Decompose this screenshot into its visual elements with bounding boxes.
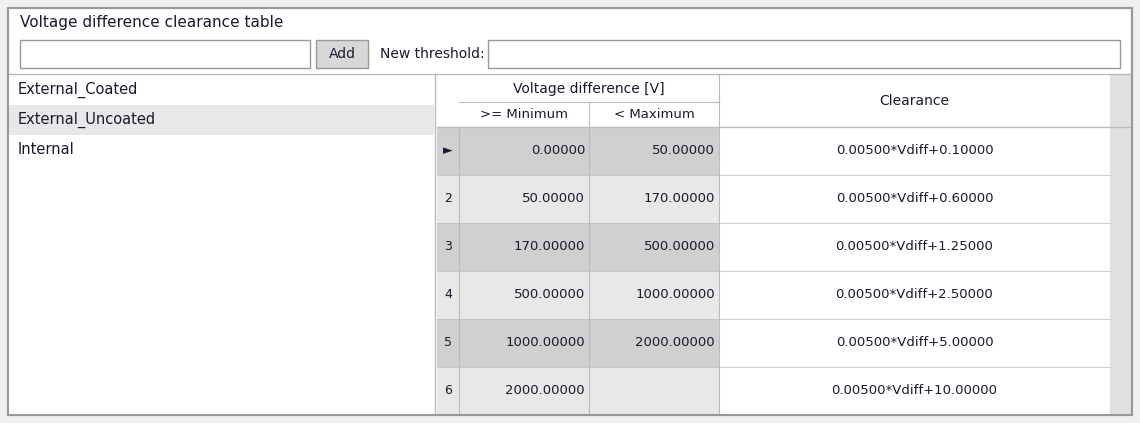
Bar <box>437 75 1132 127</box>
Text: New threshold:: New threshold: <box>380 47 484 61</box>
Text: 3: 3 <box>445 241 451 253</box>
Text: Voltage difference [V]: Voltage difference [V] <box>513 82 665 96</box>
Bar <box>719 367 1110 415</box>
Text: 0.00500*Vdiff+1.25000: 0.00500*Vdiff+1.25000 <box>836 241 993 253</box>
Text: 1000.00000: 1000.00000 <box>635 288 715 302</box>
Text: 50.00000: 50.00000 <box>652 145 715 157</box>
Text: 2000.00000: 2000.00000 <box>505 385 585 398</box>
Text: Add: Add <box>328 47 356 61</box>
Bar <box>437 271 719 319</box>
Text: 500.00000: 500.00000 <box>514 288 585 302</box>
Text: Internal: Internal <box>18 143 75 157</box>
Bar <box>488 40 1119 68</box>
Text: 0.00500*Vdiff+2.50000: 0.00500*Vdiff+2.50000 <box>836 288 993 302</box>
Bar <box>316 40 368 68</box>
Bar <box>719 223 1110 271</box>
Bar <box>21 40 310 68</box>
Bar <box>437 319 719 367</box>
Text: 0.00500*Vdiff+10.00000: 0.00500*Vdiff+10.00000 <box>831 385 998 398</box>
Text: 0.00500*Vdiff+0.10000: 0.00500*Vdiff+0.10000 <box>836 145 993 157</box>
Bar <box>437 127 719 175</box>
Text: 2: 2 <box>445 192 451 206</box>
Text: External_Coated: External_Coated <box>18 82 138 98</box>
Bar <box>437 175 719 223</box>
Text: < Maximum: < Maximum <box>613 108 694 121</box>
Text: 4: 4 <box>445 288 451 302</box>
Text: Voltage difference clearance table: Voltage difference clearance table <box>21 16 284 30</box>
Text: ►: ► <box>443 145 453 157</box>
Text: 170.00000: 170.00000 <box>644 192 715 206</box>
Text: 50.00000: 50.00000 <box>522 192 585 206</box>
Text: 6: 6 <box>445 385 451 398</box>
Text: 170.00000: 170.00000 <box>514 241 585 253</box>
Text: 0.00500*Vdiff+0.60000: 0.00500*Vdiff+0.60000 <box>836 192 993 206</box>
Bar <box>719 319 1110 367</box>
Text: 5: 5 <box>443 337 451 349</box>
Bar <box>437 223 719 271</box>
Text: 500.00000: 500.00000 <box>644 241 715 253</box>
Bar <box>719 271 1110 319</box>
Bar <box>719 127 1110 175</box>
Bar <box>1110 75 1132 415</box>
Text: 2000.00000: 2000.00000 <box>635 337 715 349</box>
Text: 1000.00000: 1000.00000 <box>505 337 585 349</box>
Bar <box>8 75 435 415</box>
Text: Clearance: Clearance <box>879 94 950 108</box>
Bar <box>719 175 1110 223</box>
Text: External_Uncoated: External_Uncoated <box>18 112 156 128</box>
Text: 0.00500*Vdiff+5.00000: 0.00500*Vdiff+5.00000 <box>836 337 993 349</box>
Bar <box>9 105 434 135</box>
Text: 0.00000: 0.00000 <box>530 145 585 157</box>
Text: >= Minimum: >= Minimum <box>480 108 568 121</box>
Bar <box>437 367 719 415</box>
